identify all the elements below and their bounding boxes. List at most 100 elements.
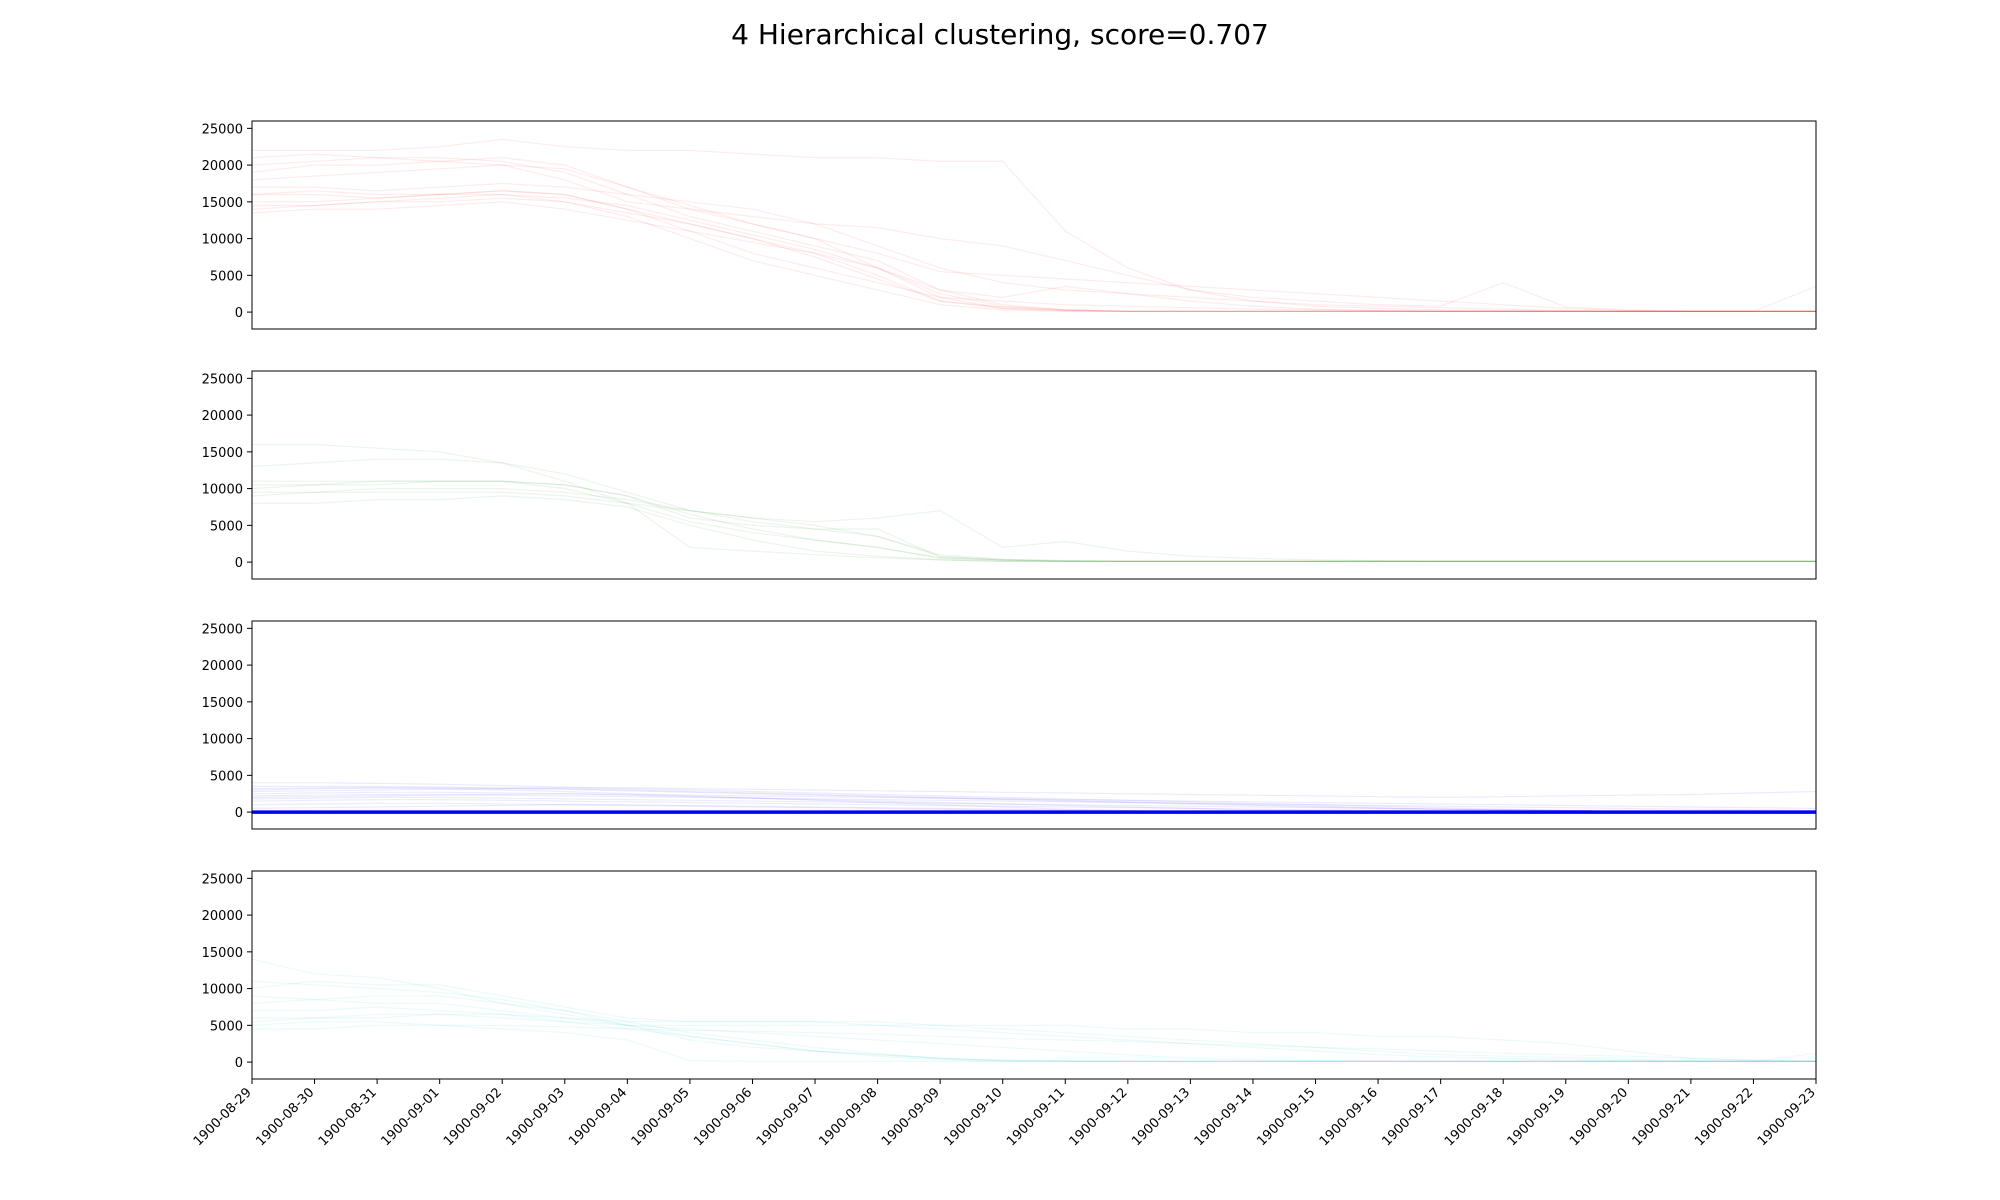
series-line xyxy=(252,782,1816,813)
series-line xyxy=(252,182,1816,312)
subplot-3: 0 5000 10000 15000 20000 25000 xyxy=(202,620,1817,830)
x-tick-label: 1900-09-19 xyxy=(1505,1085,1569,1149)
series-line xyxy=(252,804,1816,813)
subplot-4: 05000100001500020000250001900-08-291900-… xyxy=(191,870,1819,1149)
y-tick-label: 15000 xyxy=(202,696,243,711)
series-line xyxy=(252,190,1816,312)
x-tick-label: 1900-09-08 xyxy=(816,1085,880,1149)
series-line xyxy=(252,190,1816,312)
x-tick-label: 1900-09-07 xyxy=(754,1085,818,1149)
subplot-2: 0 5000 10000 15000 20000 25000 xyxy=(202,370,1817,580)
y-tick-label: 25000 xyxy=(202,622,243,637)
x-tick-label: 1900-09-02 xyxy=(441,1085,505,1149)
series-line xyxy=(252,791,1816,813)
x-tick-label: 1900-09-14 xyxy=(1192,1085,1256,1149)
x-tick-label: 1900-09-22 xyxy=(1692,1085,1756,1149)
x-tick-label: 1900-09-11 xyxy=(1004,1085,1068,1149)
series-line xyxy=(252,488,1816,563)
series-line xyxy=(252,793,1816,812)
series-line xyxy=(252,1006,1816,1063)
series-group xyxy=(252,958,1816,1063)
x-tick-label: 1900-08-29 xyxy=(191,1085,255,1149)
x-tick-label: 1900-09-04 xyxy=(566,1085,630,1149)
y-tick-label: 0 xyxy=(235,306,243,321)
y-tick-label: 10000 xyxy=(202,983,243,998)
y-tick-label: 5000 xyxy=(210,1019,243,1034)
x-tick-label: 1900-09-05 xyxy=(629,1085,693,1149)
y-tick-label: 20000 xyxy=(202,409,243,424)
series-line xyxy=(252,193,1816,312)
x-tick-label: 1900-09-23 xyxy=(1755,1085,1819,1149)
y-tick-label: 0 xyxy=(235,556,243,571)
series-line xyxy=(252,480,1816,563)
y-tick-label: 20000 xyxy=(202,159,243,174)
series-line xyxy=(252,1024,1816,1062)
series-line xyxy=(252,1013,1816,1063)
series-line xyxy=(252,157,1816,312)
series-line xyxy=(252,796,1816,813)
series-line xyxy=(252,153,1816,312)
y-tick-label: 5000 xyxy=(210,269,243,284)
series-line xyxy=(252,787,1816,813)
y-tick-label: 0 xyxy=(235,806,243,821)
series-line xyxy=(252,980,1816,1063)
series-line xyxy=(252,785,1816,813)
y-tick-label: 10000 xyxy=(202,233,243,248)
x-tick-label: 1900-09-18 xyxy=(1442,1085,1506,1149)
x-tick-label: 1900-09-06 xyxy=(691,1085,755,1149)
y-tick-label: 25000 xyxy=(202,872,243,887)
series-line xyxy=(252,157,1816,312)
y-tick-label: 5000 xyxy=(210,769,243,784)
series-line xyxy=(252,793,1816,809)
y-tick-label: 0 xyxy=(235,1056,243,1071)
series-line xyxy=(252,138,1816,312)
axes-frame xyxy=(251,620,1817,830)
series-line xyxy=(252,443,1816,563)
y-tick-label: 25000 xyxy=(202,372,243,387)
series-line xyxy=(252,164,1816,312)
series-line xyxy=(252,798,1816,813)
series-line xyxy=(252,201,1816,312)
x-tick-label: 1900-09-12 xyxy=(1067,1085,1131,1149)
series-line xyxy=(252,995,1816,1063)
x-tick-label: 1900-09-21 xyxy=(1630,1085,1694,1149)
x-tick-label: 1900-09-15 xyxy=(1254,1085,1318,1149)
series-line xyxy=(252,458,1816,563)
x-tick-label: 1900-09-20 xyxy=(1567,1085,1631,1149)
series-group xyxy=(252,443,1816,563)
y-tick-label: 20000 xyxy=(202,909,243,924)
chart-title: 4 Hierarchical clustering, score=0.707 xyxy=(731,18,1269,51)
y-tick-label: 5000 xyxy=(210,519,243,534)
series-line xyxy=(252,787,1816,813)
x-tick-label: 1900-08-31 xyxy=(316,1085,380,1149)
y-tick-label: 10000 xyxy=(202,483,243,498)
series-line xyxy=(252,787,1816,799)
series-line xyxy=(252,193,1816,312)
x-tick-label: 1900-09-09 xyxy=(879,1085,943,1149)
y-tick-label: 10000 xyxy=(202,733,243,748)
axes-frame xyxy=(251,370,1817,580)
y-tick-label: 20000 xyxy=(202,659,243,674)
subplot-1: 0 5000 10000 15000 20000 25000 xyxy=(202,120,1817,330)
y-tick-label: 15000 xyxy=(202,446,243,461)
series-line xyxy=(252,491,1816,563)
series-line xyxy=(252,495,1816,563)
x-tick-label: 1900-09-01 xyxy=(378,1085,442,1149)
series-line xyxy=(252,995,1816,1063)
series-group xyxy=(252,782,1816,814)
x-tick-label: 1900-08-30 xyxy=(253,1085,317,1149)
y-tick-label: 15000 xyxy=(202,196,243,211)
x-tick-label: 1900-09-16 xyxy=(1317,1085,1381,1149)
series-group xyxy=(252,138,1816,312)
axes-frame xyxy=(251,120,1817,330)
series-line xyxy=(252,958,1816,1063)
axes-frame xyxy=(251,870,1817,1080)
series-line xyxy=(252,197,1816,312)
series-line xyxy=(252,480,1816,563)
x-tick-label: 1900-09-10 xyxy=(942,1085,1006,1149)
x-tick-label: 1900-09-17 xyxy=(1379,1085,1443,1149)
series-line xyxy=(252,1013,1816,1062)
y-tick-label: 25000 xyxy=(202,122,243,137)
